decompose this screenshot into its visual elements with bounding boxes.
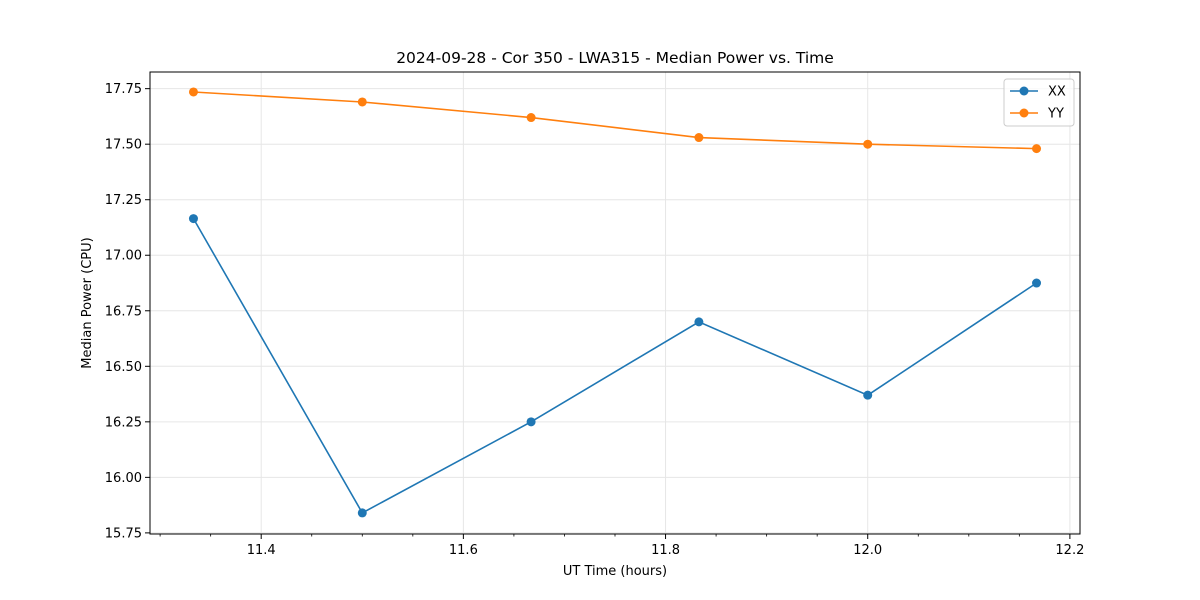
data-point-yy <box>863 139 873 149</box>
y-tick-label: 15.75 <box>105 526 142 541</box>
series-line-yy <box>193 91 1037 150</box>
data-point-yy <box>526 113 536 123</box>
grid <box>150 72 1080 534</box>
chart-title: 2024-09-28 - Cor 350 - LWA315 - Median P… <box>396 49 834 67</box>
y-tick-label: 16.00 <box>105 471 142 486</box>
x-tick-label: 12.2 <box>1055 543 1084 558</box>
legend-label-xx: XX <box>1048 85 1066 100</box>
legend-marker-yy <box>1019 108 1029 118</box>
x-tick-label: 11.8 <box>651 543 680 558</box>
data-point-xx <box>1032 278 1042 288</box>
data-point-xx <box>526 417 536 427</box>
y-tick-label: 17.25 <box>105 193 142 208</box>
data-point-xx <box>694 317 704 327</box>
y-tick-label: 16.50 <box>105 360 142 375</box>
series-line-xx <box>192 218 1037 514</box>
data-point-yy <box>357 97 367 107</box>
data-point-yy <box>1032 144 1042 154</box>
data-point-yy <box>694 133 704 143</box>
data-point-xx <box>188 214 198 224</box>
y-axis-label: Median Power (CPU) <box>80 237 95 368</box>
y-tick-label: 17.50 <box>105 138 142 153</box>
legend: XX YY <box>1003 78 1075 127</box>
x-tick-label: 12.0 <box>853 543 882 558</box>
y-tick-label: 17.75 <box>105 82 142 97</box>
x-tick-label: 11.6 <box>449 543 478 558</box>
y-tick-label: 16.25 <box>105 415 142 430</box>
data-point-xx <box>863 390 873 400</box>
y-tick-label: 17.00 <box>105 249 142 264</box>
x-axis-label: UT Time (hours) <box>563 564 667 579</box>
legend-marker-xx <box>1019 86 1029 96</box>
x-tick-label: 11.4 <box>247 543 276 558</box>
data-point-yy <box>188 87 198 97</box>
series-layer <box>188 87 1042 518</box>
ticks: 11.4 11.6 11.8 12.0 12.2 15.75 16.00 16.25 16.50… <box>105 82 1085 558</box>
data-point-xx <box>357 508 367 518</box>
legend-label-yy: YY <box>1047 107 1064 122</box>
legend-entries: XX YY <box>1010 85 1066 122</box>
y-tick-label: 16.75 <box>105 304 142 319</box>
